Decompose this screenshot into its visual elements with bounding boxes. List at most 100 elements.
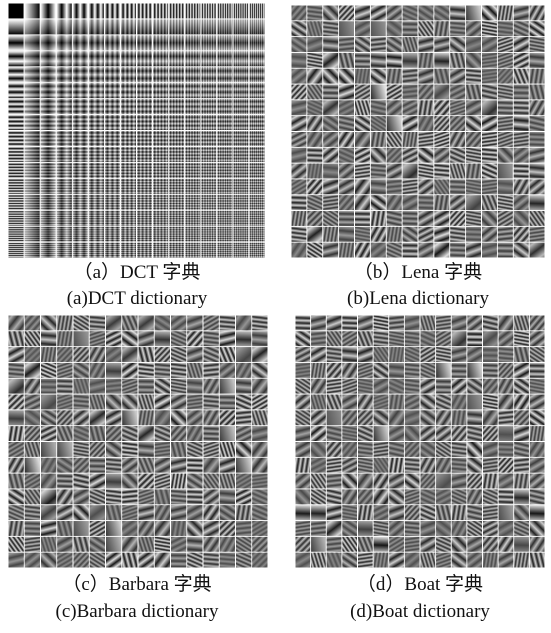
atom-shade	[402, 195, 418, 211]
atom-overlay	[72, 99, 88, 115]
atom-overlay	[24, 131, 40, 146]
atom	[434, 226, 450, 242]
atom-shade	[154, 426, 170, 441]
atom-shade	[323, 226, 339, 242]
atom-shade	[404, 426, 420, 441]
atom-shade	[436, 394, 451, 410]
atom-shade	[358, 552, 373, 568]
atom	[370, 84, 386, 100]
atom-shade	[73, 394, 89, 410]
atom-shade	[402, 242, 418, 258]
atom	[529, 195, 545, 211]
atom-overlay	[104, 146, 120, 162]
atom-shade	[466, 132, 481, 147]
atom	[529, 347, 545, 362]
atom-overlay	[249, 146, 265, 162]
atom-shade	[122, 473, 138, 489]
atom-overlay	[137, 242, 153, 258]
atom-shade	[529, 505, 545, 521]
atom-shade	[291, 21, 307, 37]
atom-shade	[451, 362, 467, 378]
atom	[311, 347, 326, 362]
atom	[203, 442, 219, 457]
atom-shade	[291, 195, 307, 211]
atom	[514, 331, 529, 347]
atom-shade	[386, 132, 402, 147]
atom-shade	[41, 457, 57, 473]
atom	[307, 147, 323, 163]
atom-shade	[73, 457, 89, 473]
atom-shade	[236, 315, 252, 331]
atom-shade	[386, 242, 402, 258]
atom	[252, 315, 268, 331]
atom-overlay	[24, 242, 40, 258]
atom-shade	[24, 331, 40, 347]
atom-shade	[513, 242, 529, 258]
atom-overlay	[24, 115, 40, 130]
atom-shade	[498, 378, 514, 394]
atom-overlay	[169, 35, 185, 51]
atom-shade	[434, 147, 450, 163]
atom	[326, 362, 342, 378]
atom-shade	[8, 410, 24, 426]
atom-shade	[529, 457, 545, 473]
atom-shade	[529, 315, 545, 331]
atom-shade	[482, 147, 497, 163]
atom-shade	[326, 489, 342, 505]
atom-shade	[73, 426, 89, 441]
atom	[498, 536, 514, 552]
atom-shade	[236, 362, 252, 378]
atom-shade	[187, 410, 203, 426]
atom	[252, 457, 268, 473]
atom-shade	[24, 394, 40, 410]
atom-overlay	[24, 226, 40, 242]
atom-overlay	[137, 99, 153, 115]
atom	[373, 331, 389, 347]
atom-shade	[138, 473, 154, 489]
atom-shade	[466, 100, 481, 116]
atom-shade	[307, 37, 323, 52]
atom-shade	[355, 179, 370, 195]
atom	[450, 226, 466, 242]
atom	[122, 362, 138, 378]
atom-overlay	[104, 19, 120, 35]
atom-shade	[24, 315, 40, 331]
atom-shade	[513, 132, 529, 147]
atom-shade	[295, 457, 311, 473]
atom-shade	[420, 552, 436, 568]
atom-shade	[323, 52, 339, 68]
atom	[514, 315, 529, 331]
atom	[8, 521, 24, 536]
atom	[436, 505, 451, 521]
atom-shade	[467, 473, 482, 489]
atom	[466, 68, 481, 84]
atom-shade	[418, 116, 434, 131]
atom-overlay	[120, 162, 136, 178]
atom-shade	[187, 315, 203, 331]
atom	[482, 84, 497, 100]
atom	[41, 331, 57, 347]
atom-shade	[355, 5, 370, 21]
atom-shade	[122, 536, 138, 552]
atom-shade	[389, 442, 404, 457]
atom-shade	[402, 68, 418, 84]
atom-overlay	[169, 162, 185, 178]
atom	[358, 552, 373, 568]
atom-shade	[513, 52, 529, 68]
atom-shade	[203, 378, 219, 394]
atom-overlay	[153, 178, 169, 194]
atom	[201, 3, 217, 19]
atom	[514, 457, 529, 473]
atom-shade	[386, 147, 402, 163]
atom-shade	[434, 52, 450, 68]
atom-overlay	[56, 99, 72, 115]
atom	[355, 100, 370, 116]
atom	[236, 489, 252, 505]
atom	[295, 394, 311, 410]
atom-shade	[41, 347, 57, 362]
atom-shade	[295, 362, 311, 378]
atom-shade	[154, 521, 170, 536]
caption-en: (a)DCT dictionary	[67, 288, 208, 309]
atom-shade	[236, 394, 252, 410]
